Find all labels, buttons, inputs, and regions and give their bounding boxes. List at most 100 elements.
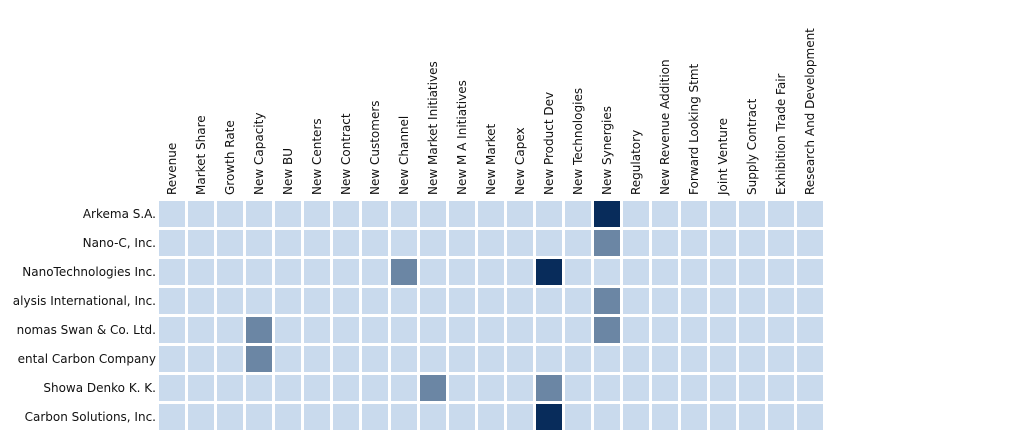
heatmap-cell — [768, 201, 794, 227]
heatmap-cell — [159, 346, 185, 372]
heatmap-cell — [710, 346, 736, 372]
heatmap-cell — [507, 201, 533, 227]
heatmap-cell — [594, 404, 620, 430]
heatmap-cell — [391, 404, 417, 430]
column-label: Exhibition Trade Fair — [774, 73, 788, 195]
heatmap-cell — [739, 259, 765, 285]
heatmap-cell — [304, 375, 330, 401]
column-label: Growth Rate — [223, 120, 237, 195]
heatmap-cell — [478, 404, 504, 430]
heatmap-cell — [507, 404, 533, 430]
heatmap-cell — [246, 230, 272, 256]
heatmap-cell — [623, 201, 649, 227]
heatmap-cell — [565, 201, 591, 227]
heatmap-cell — [507, 288, 533, 314]
row-label: Arkema S.A. — [83, 207, 156, 221]
heatmap-cell — [565, 375, 591, 401]
row-label: Carbon Solutions, Inc. — [25, 410, 156, 424]
heatmap-cell — [652, 201, 678, 227]
heatmap-cell — [304, 317, 330, 343]
heatmap-cell — [594, 317, 620, 343]
heatmap-cell — [652, 230, 678, 256]
heatmap-cell — [362, 259, 388, 285]
heatmap-cell — [391, 201, 417, 227]
heatmap-cell — [391, 288, 417, 314]
heatmap-cell — [768, 288, 794, 314]
column-label: Research And Development — [803, 28, 817, 195]
column-label: New Customers — [368, 100, 382, 195]
heatmap-cell — [797, 288, 823, 314]
heatmap-cell — [536, 346, 562, 372]
heatmap-cell — [739, 375, 765, 401]
heatmap-cell — [594, 346, 620, 372]
heatmap-cell — [246, 375, 272, 401]
heatmap-cell — [333, 375, 359, 401]
heatmap-cell — [304, 201, 330, 227]
heatmap-cell — [536, 230, 562, 256]
heatmap-cell — [188, 201, 214, 227]
heatmap-cell — [623, 230, 649, 256]
heatmap-cell — [565, 288, 591, 314]
heatmap-cell — [594, 288, 620, 314]
heatmap-cell — [652, 375, 678, 401]
heatmap-cell — [652, 317, 678, 343]
heatmap-cell — [275, 259, 301, 285]
heatmap-cell — [304, 346, 330, 372]
heatmap-cell — [391, 317, 417, 343]
heatmap-cell — [681, 317, 707, 343]
heatmap-cell — [449, 375, 475, 401]
heatmap-cell — [739, 346, 765, 372]
heatmap-cell — [565, 317, 591, 343]
heatmap-cell — [304, 288, 330, 314]
heatmap-cell — [420, 230, 446, 256]
heatmap-cell — [797, 346, 823, 372]
heatmap-cell — [536, 259, 562, 285]
row-label: alysis International, Inc. — [13, 294, 156, 308]
heatmap-cell — [710, 259, 736, 285]
heatmap-cell — [362, 230, 388, 256]
column-label: New Channel — [397, 116, 411, 195]
heatmap-cell — [507, 375, 533, 401]
heatmap-cell — [304, 230, 330, 256]
heatmap-cell — [478, 259, 504, 285]
heatmap-cell — [478, 288, 504, 314]
heatmap-cell — [565, 346, 591, 372]
heatmap-cell — [797, 404, 823, 430]
heatmap-cell — [420, 375, 446, 401]
column-label: New Revenue Addition — [658, 59, 672, 195]
heatmap-cell — [159, 230, 185, 256]
column-label: New M A Initiatives — [455, 80, 469, 195]
column-label: Forward Looking Stmt — [687, 63, 701, 195]
column-label: New Capacity — [252, 113, 266, 195]
heatmap-cell — [710, 375, 736, 401]
heatmap-cell — [391, 259, 417, 285]
column-label: Market Share — [194, 115, 208, 195]
heatmap-cell — [739, 201, 765, 227]
heatmap-cell — [594, 375, 620, 401]
heatmap-cell — [623, 404, 649, 430]
heatmap-cell — [217, 288, 243, 314]
heatmap-cell — [797, 230, 823, 256]
heatmap-cell — [304, 259, 330, 285]
heatmap-cell — [159, 404, 185, 430]
heatmap-cell — [681, 346, 707, 372]
heatmap-cell — [420, 404, 446, 430]
heatmap-cell — [275, 346, 301, 372]
heatmap-cell — [217, 230, 243, 256]
heatmap-cell — [507, 259, 533, 285]
heatmap-cell — [188, 346, 214, 372]
heatmap-cell — [768, 317, 794, 343]
heatmap-cell — [478, 317, 504, 343]
row-label: nomas Swan & Co. Ltd. — [17, 323, 156, 337]
heatmap-cell — [478, 201, 504, 227]
heatmap-cell — [797, 375, 823, 401]
heatmap-cell — [391, 375, 417, 401]
heatmap-cell — [275, 404, 301, 430]
heatmap-cell — [275, 288, 301, 314]
heatmap-cell — [333, 201, 359, 227]
heatmap-cell — [768, 404, 794, 430]
heatmap-cell — [391, 346, 417, 372]
column-label: New BU — [281, 148, 295, 195]
heatmap-cell — [362, 375, 388, 401]
